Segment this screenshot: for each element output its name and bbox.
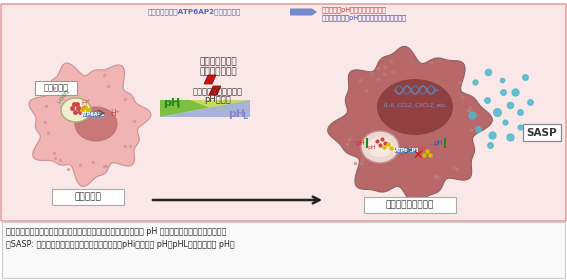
Text: L: L xyxy=(242,111,247,120)
Polygon shape xyxy=(160,100,250,117)
Text: pH: pH xyxy=(367,144,376,150)
Text: ATP6AP2: ATP6AP2 xyxy=(395,148,419,153)
FancyBboxPatch shape xyxy=(364,197,456,213)
Text: 細胞老化によりATP6AP2の働きが減退: 細胞老化によりATP6AP2の働きが減退 xyxy=(148,9,242,15)
Text: pH: pH xyxy=(163,98,180,108)
Text: H⁺: H⁺ xyxy=(110,109,120,118)
Polygon shape xyxy=(83,112,104,117)
Text: H⁺: H⁺ xyxy=(417,144,427,153)
Polygon shape xyxy=(160,100,250,117)
Ellipse shape xyxy=(75,107,117,141)
FancyBboxPatch shape xyxy=(52,189,124,205)
Polygon shape xyxy=(395,148,418,153)
Text: アベマシクリブ: アベマシクリブ xyxy=(199,67,237,76)
FancyArrow shape xyxy=(290,8,317,15)
Text: H⁺: H⁺ xyxy=(78,106,86,111)
Polygon shape xyxy=(2,222,565,278)
FancyBboxPatch shape xyxy=(35,81,77,95)
Text: 研究の概要：乳がん治療薬による細胞老化により、乳がん細胞の pH が変化し、免疫応答に関連する: 研究の概要：乳がん治療薬による細胞老化により、乳がん細胞の pH が変化し、免疫… xyxy=(6,227,226,236)
Text: ドキソルビシン: ドキソルビシン xyxy=(199,57,237,66)
Text: ✕: ✕ xyxy=(413,148,423,162)
Text: 乳がん細胞: 乳がん細胞 xyxy=(75,193,101,202)
Polygon shape xyxy=(29,63,151,186)
Ellipse shape xyxy=(61,98,91,122)
Text: LAMP2: LAMP2 xyxy=(57,88,71,104)
Text: H⁺: H⁺ xyxy=(398,153,406,158)
Text: SASP: SASP xyxy=(527,128,557,138)
Text: （SASP: 老化細胞から放出される物質の集合体、pHi：細胞質 pH、pHL：リソソーム pH）: （SASP: 老化細胞から放出される物質の集合体、pHi：細胞質 pH、pHL：… xyxy=(6,240,235,249)
Text: ・リソソームのpHが高くなる（アルカリ化）: ・リソソームのpHが高くなる（アルカリ化） xyxy=(322,14,407,21)
Text: 老化した乳がん細胞: 老化した乳がん細胞 xyxy=(386,200,434,209)
Text: ・細胞質のpHが低くなる（酸化）: ・細胞質のpHが低くなる（酸化） xyxy=(322,6,387,13)
Polygon shape xyxy=(328,46,492,204)
Text: i: i xyxy=(176,101,179,109)
Polygon shape xyxy=(209,86,221,95)
Ellipse shape xyxy=(378,80,452,134)
Text: pHの変化: pHの変化 xyxy=(205,95,231,104)
FancyBboxPatch shape xyxy=(523,124,561,141)
Text: H⁺: H⁺ xyxy=(82,100,91,106)
Text: pH: pH xyxy=(433,140,443,146)
Ellipse shape xyxy=(367,137,393,157)
Polygon shape xyxy=(204,75,216,84)
Polygon shape xyxy=(190,100,250,112)
FancyBboxPatch shape xyxy=(1,4,566,221)
Text: 細胞質とリソソームの: 細胞質とリソソームの xyxy=(193,87,243,96)
Text: IL-6, CCL2, CXCL2, etc.: IL-6, CCL2, CXCL2, etc. xyxy=(383,102,446,108)
Text: ATP6AP2: ATP6AP2 xyxy=(81,112,105,117)
Ellipse shape xyxy=(361,131,399,163)
Text: pH: pH xyxy=(228,109,245,119)
Text: リソソーム: リソソーム xyxy=(44,83,69,92)
Text: pH: pH xyxy=(355,140,365,146)
